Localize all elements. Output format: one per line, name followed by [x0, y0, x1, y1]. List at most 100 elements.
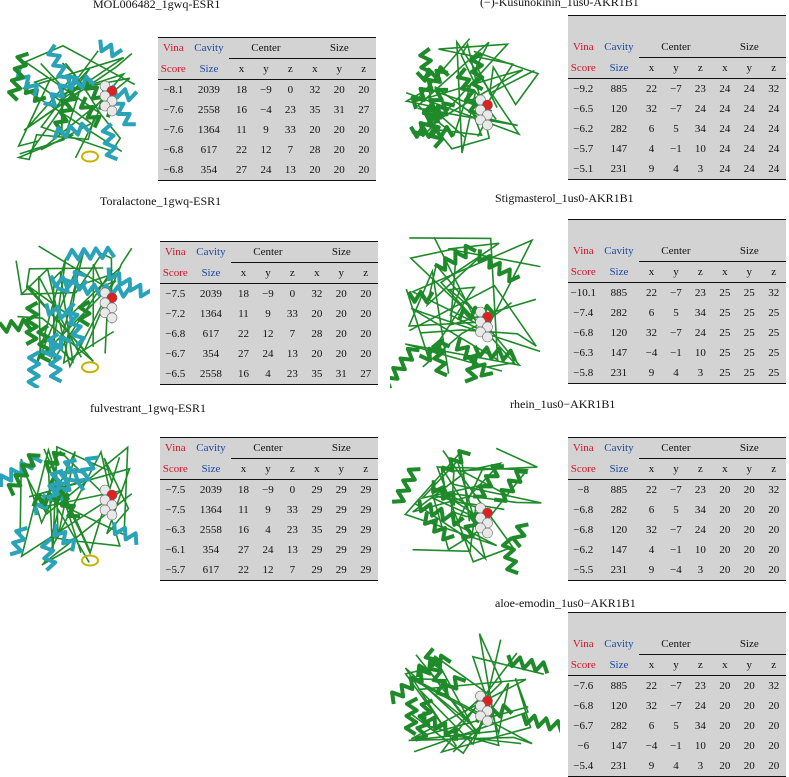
size-header: Size: [712, 241, 786, 262]
panel-title: Toralactone_1gwq-ESR1: [100, 194, 222, 208]
table-cell: −6.3: [573, 347, 594, 359]
table-cell: −7: [670, 83, 682, 95]
table-cell: 120: [610, 700, 628, 712]
table-cell: 16: [238, 524, 249, 536]
table-cell: −7: [670, 524, 682, 536]
table-cell: 6: [648, 123, 655, 135]
table-cell: 9: [263, 124, 269, 136]
table-row: −8 885 22 −7 23 20 20 32: [568, 480, 786, 501]
table-cell: 24: [768, 103, 780, 115]
panel-title: Stigmasterol_1us0-AKR1B1: [495, 191, 634, 205]
score-header: Score: [568, 458, 599, 480]
table-cell: 29: [311, 504, 323, 516]
axis-header: x: [712, 261, 738, 283]
table-cell: −7.5: [165, 288, 186, 300]
axis-header: z: [761, 57, 786, 79]
table-cell: −4: [645, 347, 658, 359]
axis-header: x: [304, 262, 330, 284]
docking-table: Vina Cavity Center Size Score Size x y z x y z −7.5 2…: [160, 437, 378, 581]
table-cell: 20: [333, 84, 345, 96]
table-top-band: [568, 612, 786, 635]
axis-header: z: [351, 58, 376, 80]
table-cell: 20: [768, 720, 780, 732]
axis-header: z: [761, 261, 786, 283]
table-cell: 6: [648, 720, 655, 732]
table-cell: −6.8: [165, 328, 186, 340]
table-cell: −7: [670, 327, 682, 339]
table-cell: 5: [673, 720, 679, 732]
table-cell: 9: [648, 564, 655, 576]
axis-header: z: [688, 654, 713, 676]
table-cell: 27: [236, 164, 247, 176]
table-cell: 7: [289, 328, 296, 340]
table-cell: −9: [260, 84, 272, 96]
axis-header: y: [255, 262, 281, 284]
table-cell: 20: [719, 720, 731, 732]
table-cell: 20: [333, 164, 345, 176]
table-cell: 2039: [197, 84, 220, 96]
akr1b1-protein-structure: [390, 237, 541, 389]
table-cell: 27: [238, 348, 249, 360]
docking-table: Vina Cavity Center Size Score Size x y z x y z −9.2 8…: [568, 37, 786, 180]
table-cell: 31: [335, 368, 347, 380]
score-header: Score: [568, 57, 599, 79]
table-cell: 20: [743, 484, 755, 496]
table-cell: 4: [265, 368, 271, 380]
table-cell: 4: [265, 524, 271, 536]
table-cell: −6.7: [165, 348, 186, 360]
table-cell: 354: [202, 348, 220, 360]
table-cell: 27: [358, 104, 370, 116]
table-cell: −10.1: [570, 287, 596, 299]
table-row: −9.2 885 22 −7 23 24 24 32: [568, 79, 786, 100]
axis-header: x: [639, 458, 664, 480]
table-cell: −5.7: [573, 143, 594, 155]
table-cell: 20: [309, 164, 321, 176]
table-cell: 32: [309, 84, 321, 96]
table-cell: 32: [768, 83, 780, 95]
table-cell: 23: [694, 680, 706, 692]
table-cell: 120: [610, 103, 628, 115]
panel-title: fulvestrant_1gwq-ESR1: [90, 401, 206, 415]
table-cell: 28: [311, 328, 323, 340]
cavity-size-header: Size: [598, 458, 640, 480]
table-cell: −6.8: [573, 524, 594, 536]
esr1-protein-structure: [7, 39, 139, 163]
table-cell: 147: [610, 740, 628, 752]
axis-header: y: [737, 261, 762, 283]
table-cell: 5: [673, 307, 679, 319]
table-cell: 20: [360, 328, 372, 340]
table-cell: 22: [646, 83, 657, 95]
table-cell: 20: [360, 288, 372, 300]
table-cell: 24: [719, 163, 731, 175]
table-cell: 9: [648, 163, 655, 175]
table-cell: 25: [719, 287, 731, 299]
table-cell: 25: [743, 307, 755, 319]
table-cell: 20: [358, 164, 370, 176]
axis-header: x: [229, 58, 254, 80]
axis-header: z: [761, 458, 786, 480]
size-header: Size: [712, 37, 786, 58]
size-header: Size: [304, 241, 378, 263]
table-cell: 20: [335, 328, 347, 340]
cavity-size-header: Size: [598, 261, 640, 283]
table-row: −6.8 120 32 −7 24 25 25 25: [568, 323, 786, 343]
table-cell: 20: [743, 740, 755, 752]
table-cell: 147: [610, 143, 628, 155]
vina-header: Vina: [572, 442, 594, 455]
table-row: −7.6 1364 11 9 33 20 20 20: [158, 120, 376, 140]
table-cell: 22: [646, 484, 657, 496]
table-cell: 24: [694, 103, 706, 115]
table-cell: 20: [743, 504, 755, 516]
center-header: Center: [639, 241, 713, 262]
axis-header: x: [304, 458, 330, 480]
cavity-header: Cavity: [604, 41, 634, 54]
table-cell: 885: [610, 680, 628, 692]
table-cell: 20: [335, 348, 347, 360]
table-row: −6.8 617 22 12 7 28 20 20: [158, 140, 376, 160]
table-cell: 3: [697, 760, 704, 772]
table-cell: −7: [670, 680, 682, 692]
table-row: −8.1 2039 18 −9 0 32 20 20: [158, 80, 376, 101]
table-cell: 1364: [197, 124, 220, 136]
table-cell: 20: [358, 84, 370, 96]
axis-header: y: [737, 57, 762, 79]
